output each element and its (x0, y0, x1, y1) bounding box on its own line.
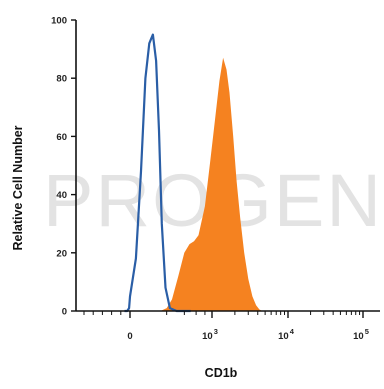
x-tick-label: 103 (202, 327, 218, 342)
y-axis-title: Relative Cell Number (11, 125, 25, 250)
y-tick-labels: 0 20 40 60 80 100 (51, 16, 67, 318)
x-tick-label: 105 (353, 327, 369, 342)
x-tick-label: 104 (278, 327, 295, 342)
x-tick-exponent: 4 (290, 327, 295, 336)
x-tick-exponent: 5 (365, 327, 369, 336)
sample-histogram-area (160, 57, 263, 311)
y-tick-label: 20 (56, 248, 67, 259)
y-tick-label: 0 (62, 307, 67, 318)
y-tick-label: 40 (56, 190, 67, 201)
x-tick-label: 0 (127, 331, 132, 342)
y-tick-label: 80 (56, 74, 67, 85)
axes (71, 19, 380, 318)
y-tick-label: 100 (51, 16, 67, 27)
x-tick-labels: 0 103 104 105 (127, 327, 369, 342)
isotype-control-histogram-line (124, 33, 191, 313)
y-tick-label: 60 (56, 132, 67, 143)
x-axis-title: CD1b (205, 366, 238, 380)
x-tick-exponent: 3 (214, 327, 218, 336)
